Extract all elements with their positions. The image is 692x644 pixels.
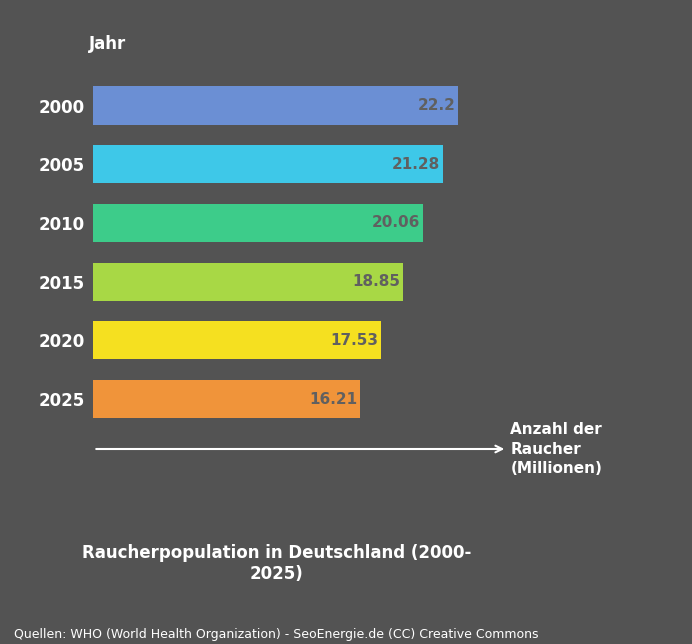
Text: 17.53: 17.53 bbox=[331, 333, 379, 348]
Bar bbox=[93, 380, 360, 418]
Text: 21.28: 21.28 bbox=[392, 156, 440, 172]
Bar bbox=[93, 204, 423, 242]
Text: 22.2: 22.2 bbox=[417, 98, 455, 113]
Text: 16.21: 16.21 bbox=[309, 392, 357, 406]
Bar bbox=[93, 321, 381, 359]
Text: 18.85: 18.85 bbox=[352, 274, 401, 289]
Text: Anzahl der
Raucher
(Millionen): Anzahl der Raucher (Millionen) bbox=[511, 422, 602, 477]
Bar bbox=[93, 263, 403, 301]
Text: Raucherpopulation in Deutschland (2000-
2025): Raucherpopulation in Deutschland (2000- … bbox=[82, 544, 471, 583]
Text: Quellen: WHO (World Health Organization) - SeoEnergie.de (CC) Creative Commons: Quellen: WHO (World Health Organization)… bbox=[14, 628, 538, 641]
Text: 20.06: 20.06 bbox=[372, 216, 420, 231]
Bar bbox=[93, 86, 458, 124]
Bar bbox=[93, 145, 443, 184]
Text: Jahr: Jahr bbox=[89, 35, 126, 53]
